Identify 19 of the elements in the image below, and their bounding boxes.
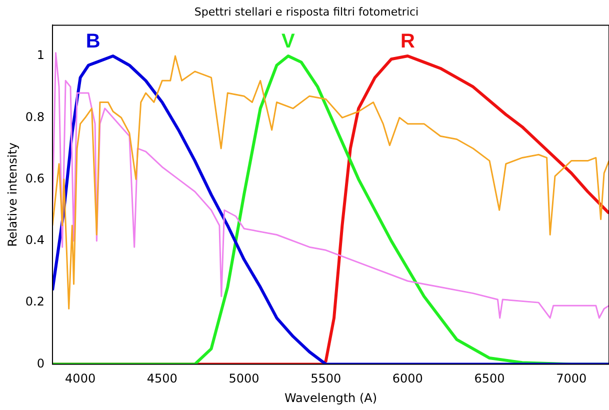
x-tick-label: 5000 <box>228 372 260 386</box>
y-tick-label: 0.4 <box>25 233 44 248</box>
series-label: V <box>282 30 296 53</box>
series-label: B <box>86 30 100 53</box>
y-tick-label: 0.6 <box>25 171 44 186</box>
y-tick-label: 0.8 <box>25 110 44 124</box>
x-tick-label: 6000 <box>392 372 423 386</box>
y-tick-label: 1 <box>36 48 44 62</box>
x-axis-title: Wavelength (A) <box>284 390 378 405</box>
x-tick-label: 5500 <box>310 372 342 386</box>
x-tick-label: 4000 <box>65 372 96 386</box>
series-label: R <box>400 30 416 53</box>
y-axis-title: Relative intensity <box>5 142 20 247</box>
x-tick-label: 7000 <box>556 372 587 386</box>
y-tick-label: 0.2 <box>25 294 44 309</box>
chart-title: Spettri stellari e risposta filtri fotometrici <box>194 5 419 18</box>
x-tick-label: 4500 <box>146 372 178 386</box>
y-tick-label: 0 <box>36 356 44 370</box>
x-tick-label: 6500 <box>474 372 505 386</box>
